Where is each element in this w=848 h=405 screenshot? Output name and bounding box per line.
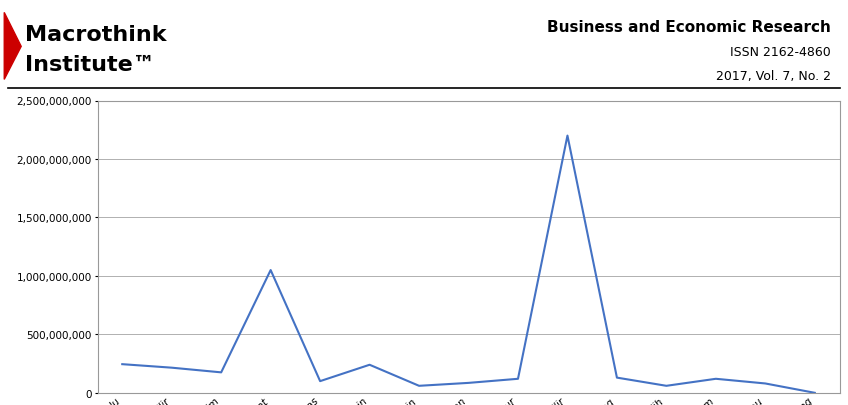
Text: Business and Economic Research: Business and Economic Research <box>547 19 831 34</box>
Text: 2017, Vol. 7, No. 2: 2017, Vol. 7, No. 2 <box>716 70 831 83</box>
Polygon shape <box>4 13 21 80</box>
Text: Institute™: Institute™ <box>25 55 155 75</box>
Text: ISSN 2162-4860: ISSN 2162-4860 <box>730 46 831 59</box>
Text: Macrothink: Macrothink <box>25 25 167 45</box>
